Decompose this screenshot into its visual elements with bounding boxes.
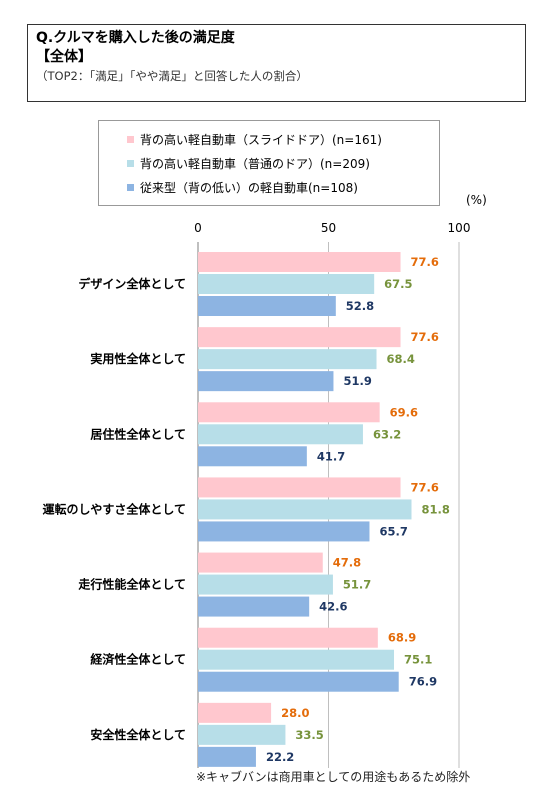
x-tick-label: 0 (194, 221, 202, 235)
bar (198, 499, 412, 520)
category-label: 運転のしやすさ全体として (42, 501, 186, 516)
footnote: ※キャブバンは商用車としての用途もあるため除外 (196, 770, 471, 784)
bar-value-label: 77.6 (411, 255, 439, 269)
bar-value-label: 68.9 (388, 631, 416, 645)
bar (198, 327, 401, 348)
legend-item-conventional: 従来型（背の低い）の軽自動車(n=108) (127, 175, 439, 199)
unit-label: (%) (466, 193, 487, 207)
bar-value-label: 28.0 (281, 706, 309, 720)
bar (198, 627, 378, 648)
legend-swatch-conventional (127, 183, 134, 191)
x-tick-label: 100 (448, 221, 471, 235)
bar (198, 724, 286, 745)
bar (198, 296, 336, 316)
bar (198, 371, 334, 392)
chart-subtitle: 【全体】 (36, 49, 92, 65)
bar-value-label: 68.4 (387, 352, 415, 366)
bar-value-label: 22.2 (266, 750, 294, 764)
category-label: 走行性能全体として (78, 577, 186, 592)
category-label: 居住性全体として (90, 426, 186, 441)
category-label: 安全性全体として (90, 727, 186, 742)
bar-value-label: 52.8 (346, 299, 374, 313)
bar (198, 574, 333, 595)
bar-value-label: 75.1 (404, 653, 432, 667)
bar-value-label: 33.5 (295, 728, 323, 742)
bar-value-label: 63.2 (373, 427, 401, 441)
legend-item-normal: 背の高い軽自動車（普通のドア）(n=209) (127, 151, 439, 175)
category-label: 経済性全体として (90, 652, 186, 667)
bar-value-label: 67.5 (384, 277, 412, 291)
legend-label-sliding: 背の高い軽自動車（スライドドア）(n=161) (140, 132, 382, 147)
category-label: デザイン全体として (78, 276, 186, 291)
legend-label-conventional: 従来型（背の低い）の軽自動車(n=108) (140, 180, 358, 195)
bar (198, 477, 401, 498)
bar-value-label: 69.6 (390, 405, 418, 419)
chart-note: （TOP2：「満足」「やや満足」と回答した人の割合） (36, 69, 308, 83)
bar (198, 446, 307, 467)
bar (198, 424, 363, 445)
bar (198, 252, 401, 272)
bar (198, 274, 375, 294)
bar-value-label: 51.7 (343, 578, 371, 592)
bar (198, 702, 272, 723)
legend-label-normal: 背の高い軽自動車（普通のドア）(n=209) (140, 156, 370, 171)
chart-title: Q.クルマを購入した後の満足度 (36, 30, 235, 46)
bar (198, 552, 323, 573)
bar-value-label: 42.6 (319, 600, 347, 614)
bar-value-label: 47.8 (333, 556, 361, 570)
legend-item-sliding: 背の高い軽自動車（スライドドア）(n=161) (127, 127, 439, 151)
legend: 背の高い軽自動車（スライドドア）(n=161) 背の高い軽自動車（普通のドア）(… (98, 120, 440, 206)
bar (198, 521, 370, 542)
legend-swatch-normal (127, 159, 134, 167)
bar-value-label: 77.6 (411, 480, 439, 494)
bar (198, 671, 399, 692)
bar-value-label: 65.7 (379, 524, 407, 538)
bar-value-label: 51.9 (343, 374, 371, 388)
bar-value-label: 76.9 (409, 675, 437, 689)
bar-value-label: 41.7 (317, 449, 345, 463)
bar (198, 649, 395, 670)
bar (198, 746, 256, 767)
bar (198, 349, 377, 370)
question-box: Q.クルマを購入した後の満足度 【全体】 （TOP2：「満足」「やや満足」と回答… (27, 24, 526, 102)
category-label: 実用性全体として (90, 351, 186, 366)
bar-value-label: 77.6 (411, 330, 439, 344)
legend-swatch-sliding (127, 135, 134, 143)
bar (198, 596, 310, 617)
x-tick-label: 50 (321, 221, 336, 235)
bar (198, 402, 380, 423)
bar-value-label: 81.8 (421, 502, 449, 516)
